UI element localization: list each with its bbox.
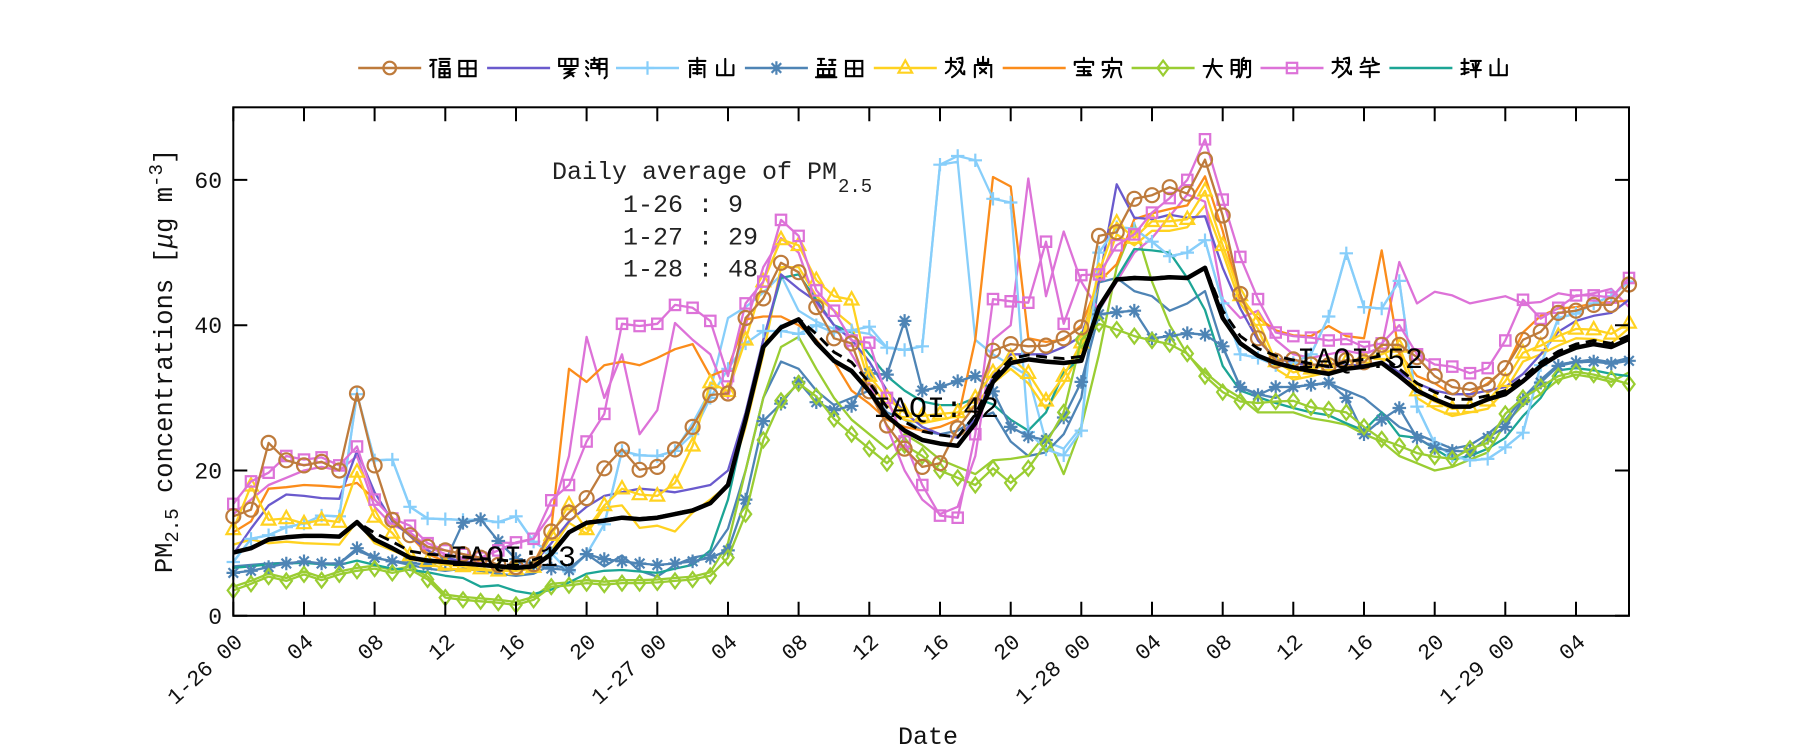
svg-text:IAQI:42: IAQI:42	[873, 393, 999, 427]
svg-text:IAQI:13: IAQI:13	[450, 542, 576, 576]
svg-text:Date: Date	[898, 723, 958, 750]
svg-text:1-26 : 9: 1-26 : 9	[623, 191, 743, 220]
svg-text:40: 40	[194, 314, 222, 340]
svg-text:2.5: 2.5	[838, 176, 872, 198]
svg-text:60: 60	[194, 169, 222, 195]
svg-text:IAQI:52: IAQI:52	[1297, 344, 1423, 378]
svg-text:Daily average of PM: Daily average of PM	[552, 158, 837, 187]
svg-text:0: 0	[208, 605, 222, 631]
svg-text:20: 20	[194, 460, 222, 486]
svg-text:PM2.5 concentrations [μg m-3]: PM2.5 concentrations [μg m-3]	[146, 149, 184, 573]
svg-text:1-27 : 29: 1-27 : 29	[623, 223, 758, 252]
svg-text:1-28 : 48: 1-28 : 48	[623, 256, 758, 285]
